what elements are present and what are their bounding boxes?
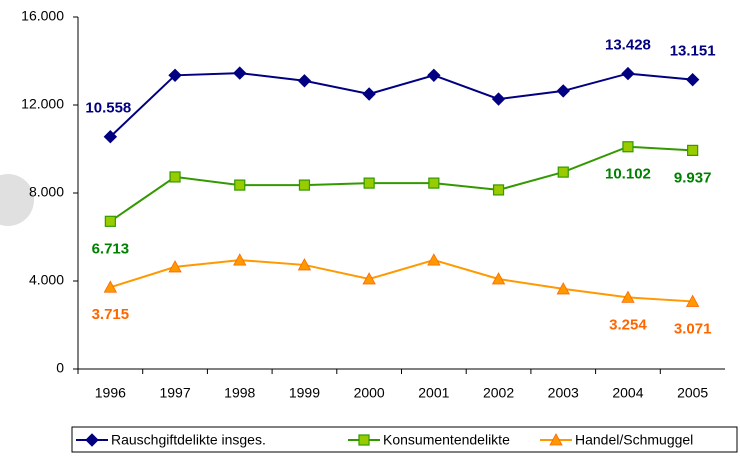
- data-label: 3.071: [674, 320, 712, 337]
- data-point: [104, 215, 116, 227]
- data-label: 9.937: [674, 169, 712, 186]
- data-point: [491, 272, 506, 285]
- data-point: [685, 72, 700, 87]
- data-label: 10.102: [605, 166, 651, 183]
- x-tick-label: 2005: [677, 385, 708, 401]
- data-point: [233, 66, 247, 80]
- data-point: [427, 68, 441, 83]
- data-point: [297, 74, 312, 88]
- legend-label: Rauschgiftdelikte insges.: [111, 432, 266, 448]
- data-point: [492, 184, 505, 196]
- data-point: [362, 272, 376, 285]
- data-point: [103, 130, 118, 144]
- data-point: [427, 253, 441, 266]
- x-tick-label: 1999: [289, 385, 320, 401]
- y-tick-label: 0: [56, 360, 64, 376]
- data-point: [557, 166, 569, 178]
- data-point: [169, 171, 181, 183]
- legend-marker: [358, 434, 370, 446]
- series-line: [110, 259, 693, 303]
- data-point: [298, 179, 311, 191]
- data-point: [428, 177, 440, 189]
- data-point: [685, 294, 700, 307]
- x-tick-label: 2000: [354, 385, 385, 401]
- data-label: 3.715: [92, 306, 130, 323]
- data-point: [362, 87, 376, 101]
- data-point: [103, 280, 118, 293]
- x-tick-label: 1997: [159, 385, 190, 401]
- x-tick-label: 1998: [224, 385, 255, 401]
- legend-marker: [549, 433, 563, 446]
- data-point: [297, 258, 312, 271]
- x-tick-label: 2002: [483, 385, 514, 401]
- data-label: 13.428: [605, 37, 651, 54]
- series-line: [109, 145, 693, 223]
- legend: Rauschgiftdelikte insges. Konsumentendeli…: [71, 426, 738, 453]
- series-line: [109, 72, 693, 138]
- x-tick-label: 2004: [612, 385, 643, 401]
- y-tick-label: 8.000: [29, 184, 64, 200]
- data-point: [233, 253, 247, 266]
- decoration: [0, 174, 34, 226]
- x-tick-label: 2001: [418, 385, 449, 401]
- data-point: [234, 179, 246, 191]
- y-tick-label: 12.000: [21, 96, 64, 112]
- legend-box: [71, 426, 738, 453]
- data-point: [168, 260, 182, 273]
- data-point: [491, 92, 506, 106]
- legend-label: Handel/Schmuggel: [575, 432, 693, 448]
- data-point: [621, 66, 635, 81]
- data-point: [168, 68, 182, 83]
- x-tick-label: 2003: [548, 385, 579, 401]
- data-label: 3.254: [609, 316, 647, 333]
- data-point: [687, 144, 699, 156]
- legend-label: Konsumentendelikte: [383, 432, 510, 448]
- legend-marker: [85, 433, 99, 447]
- data-label: 13.151: [670, 43, 716, 60]
- x-tick-label: 1996: [95, 385, 126, 401]
- data-label: 10.558: [85, 100, 131, 117]
- data-point: [621, 290, 635, 303]
- data-point: [556, 84, 570, 98]
- data-label: 6.713: [92, 240, 130, 257]
- data-point: [363, 177, 375, 189]
- y-tick-label: 16.000: [21, 8, 64, 24]
- data-point: [556, 282, 570, 295]
- data-point: [622, 141, 634, 153]
- y-tick-label: 4.000: [29, 272, 64, 288]
